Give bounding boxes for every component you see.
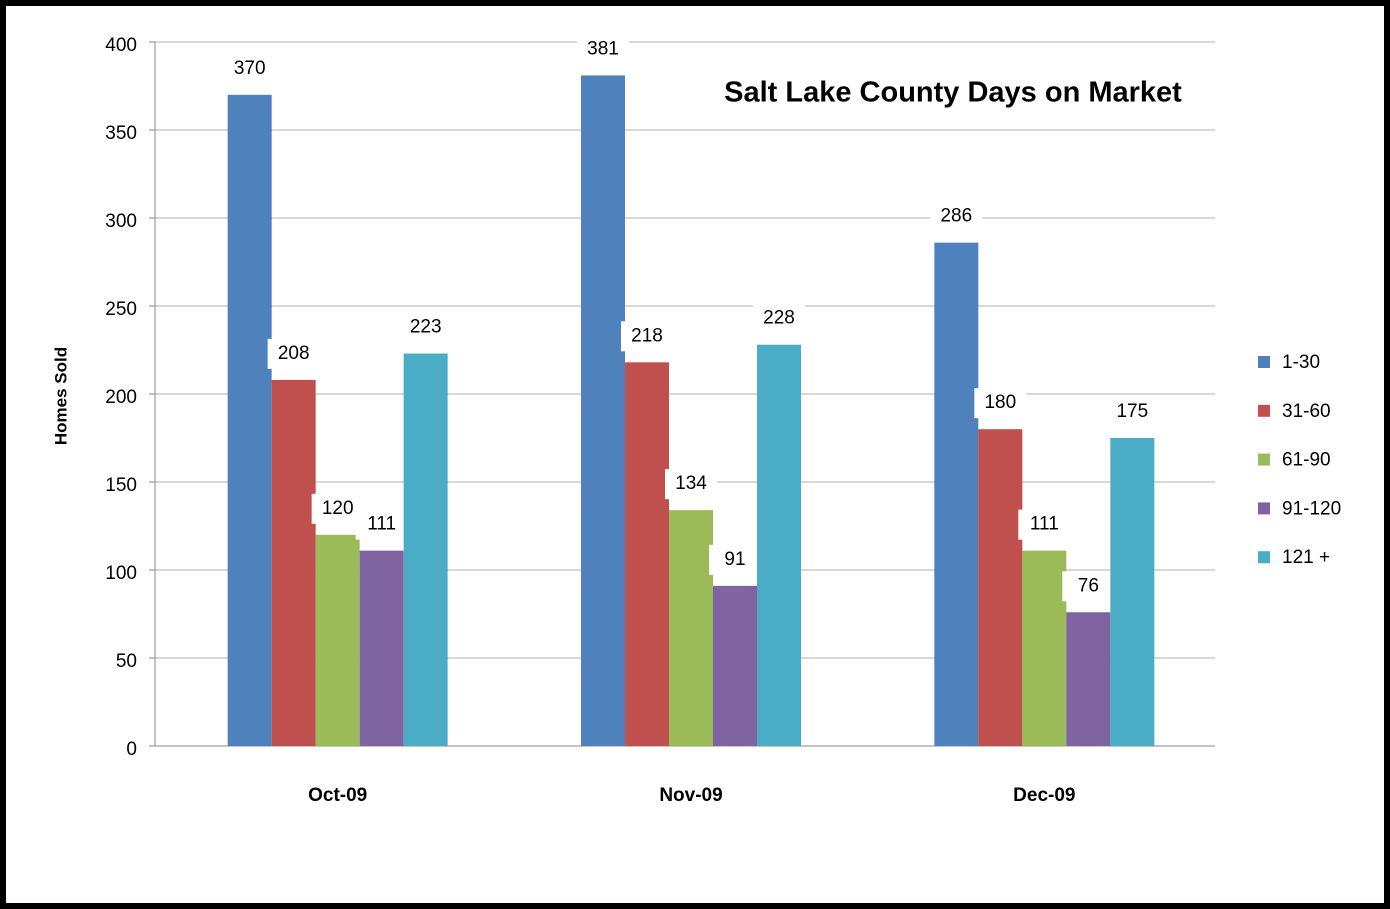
y-tick-label: 200	[105, 387, 137, 408]
value-label: 76	[1078, 575, 1099, 596]
value-label: 134	[675, 473, 707, 494]
legend-label: 121 +	[1282, 547, 1330, 568]
value-label-bg	[930, 201, 983, 232]
value-label-bg	[355, 509, 408, 540]
legend-swatch	[1258, 356, 1270, 368]
value-label-bg	[223, 53, 276, 84]
x-tick-label: Dec-09	[1013, 785, 1075, 806]
x-tick-label: Nov-09	[659, 785, 722, 806]
legend-swatch	[1258, 551, 1270, 564]
legend-label: 91-120	[1282, 498, 1341, 519]
bar	[271, 379, 316, 746]
bar	[713, 585, 757, 746]
value-label-bg	[1106, 397, 1159, 427]
value-label: 120	[322, 498, 354, 519]
value-label-bg	[399, 312, 452, 343]
x-tick-label: Oct-09	[308, 785, 367, 806]
value-label: 175	[1116, 401, 1148, 422]
value-label: 91	[724, 549, 745, 570]
value-label: 111	[1030, 514, 1059, 535]
y-axis-label: Homes Sold	[51, 347, 70, 445]
y-tick-label: 350	[105, 123, 137, 144]
legend-swatch	[1258, 404, 1270, 417]
legend-label: 61-90	[1282, 450, 1331, 471]
bar	[1066, 612, 1111, 746]
y-tick-label: 150	[105, 475, 137, 496]
legend-label: 1-30	[1282, 352, 1320, 373]
value-label: 208	[278, 343, 310, 364]
bar	[1110, 438, 1155, 746]
value-label-bg	[621, 321, 673, 352]
bar	[581, 75, 625, 746]
value-label: 218	[631, 325, 663, 346]
bar	[359, 550, 404, 746]
value-label: 286	[940, 206, 972, 227]
bar	[1022, 550, 1067, 746]
title-bg	[700, 72, 1212, 116]
y-tick-label: 250	[105, 299, 137, 320]
bar	[978, 429, 1023, 746]
bar	[669, 510, 713, 746]
value-label-bg	[974, 388, 1027, 419]
value-label: 228	[763, 308, 795, 329]
y-tick-label: 300	[105, 211, 137, 232]
y-tick-label: 0	[126, 739, 137, 760]
bar	[315, 534, 360, 746]
bar	[403, 353, 448, 746]
legend-swatch	[1258, 453, 1270, 466]
bar	[757, 344, 801, 746]
value-label-bg	[1062, 571, 1115, 602]
value-label: 223	[410, 317, 442, 338]
bar	[227, 94, 272, 747]
y-tick-label: 400	[105, 35, 137, 56]
value-label-bg	[709, 544, 761, 575]
y-tick-label: 100	[105, 563, 137, 584]
value-label: 370	[234, 58, 266, 79]
value-label: 111	[367, 514, 396, 535]
value-label: 381	[587, 38, 619, 59]
value-label-bg	[311, 493, 364, 524]
value-label-bg	[577, 34, 629, 65]
bar	[625, 362, 669, 746]
value-label-bg	[1018, 509, 1071, 540]
bar	[934, 242, 979, 746]
legend-swatch	[1258, 502, 1270, 515]
legend-label: 31-60	[1282, 401, 1331, 422]
value-label: 180	[984, 392, 1016, 413]
value-label-bg	[753, 303, 805, 334]
chart-title: Salt Lake County Days on Market	[724, 77, 1182, 109]
value-label-bg	[267, 338, 320, 369]
value-label-bg	[665, 469, 717, 500]
y-tick-label: 50	[116, 651, 137, 672]
